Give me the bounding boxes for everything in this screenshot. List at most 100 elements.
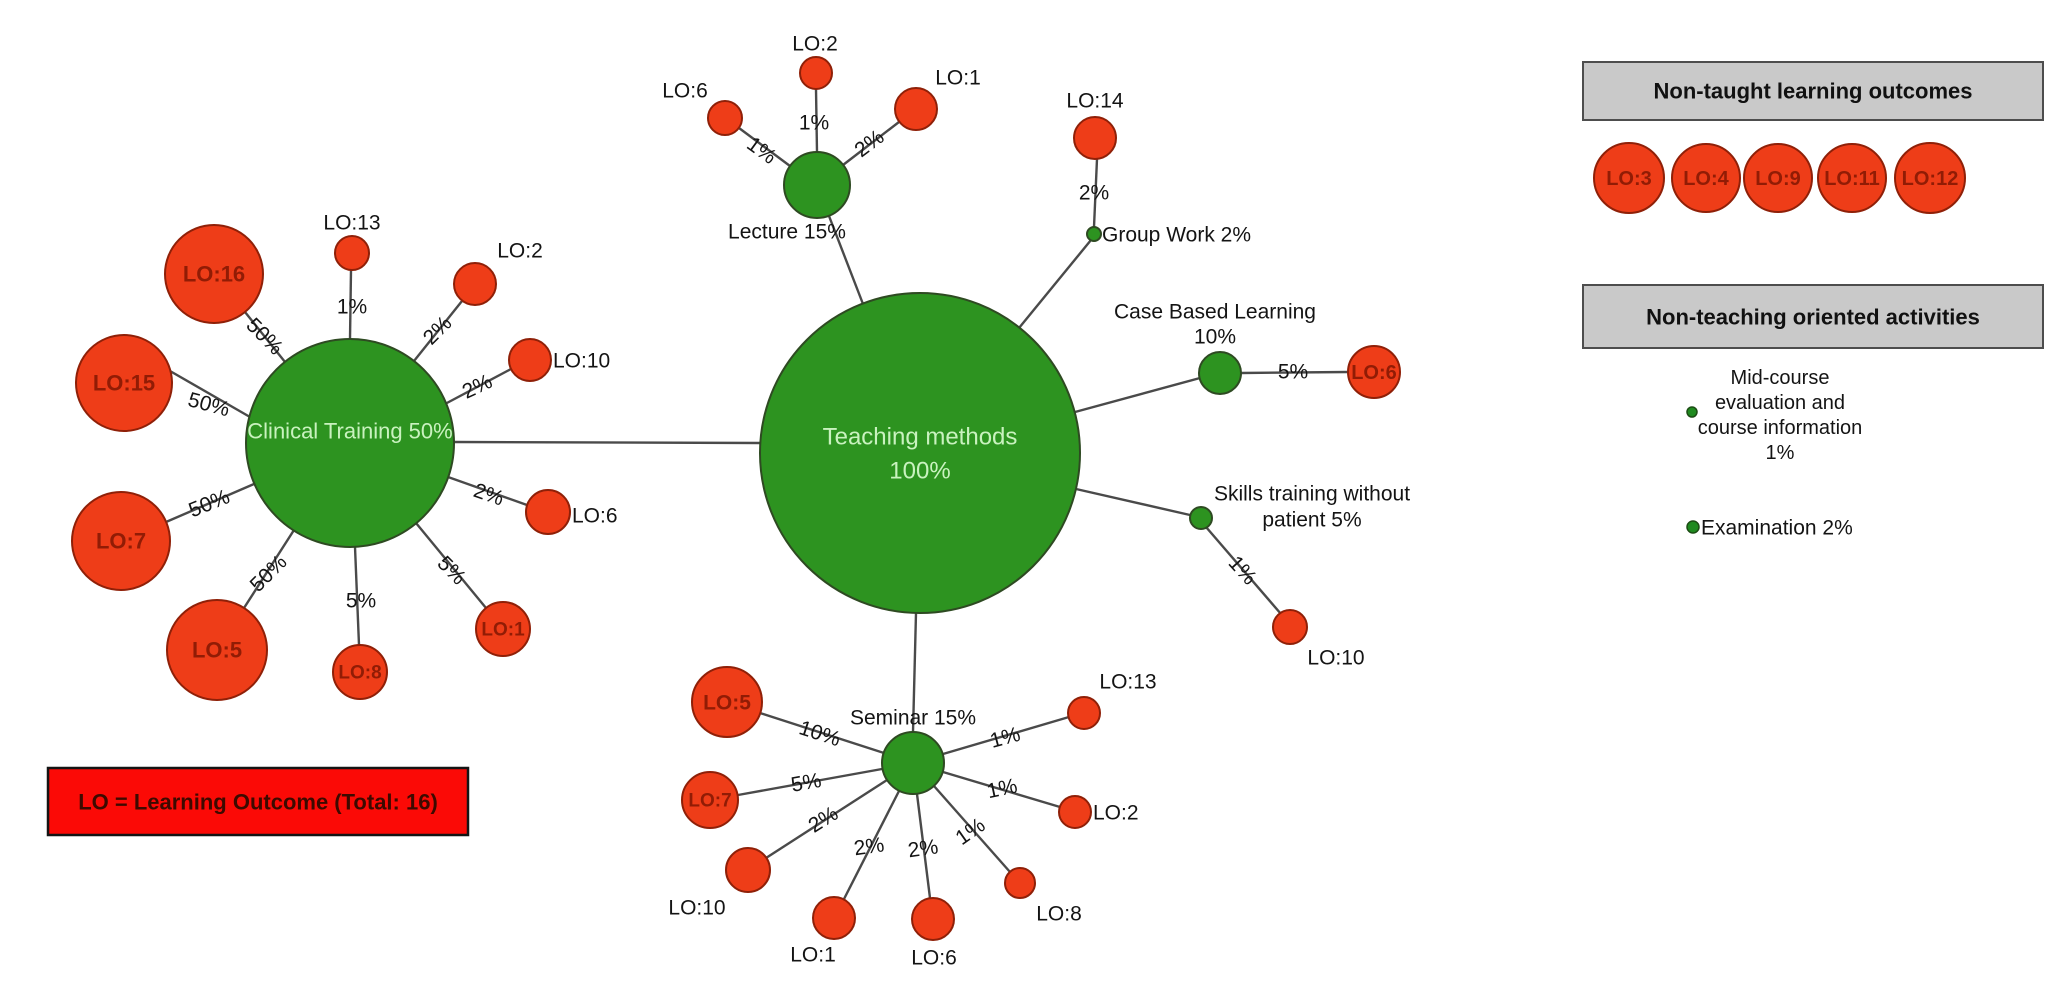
lo1-lecture-label: LO:1 xyxy=(935,66,981,89)
lo16-clinical-label: LO:16 xyxy=(183,262,245,287)
lo10-skills-node xyxy=(1272,609,1308,645)
lo15-clinical-node xyxy=(75,334,173,432)
lo7-clinical-node xyxy=(71,491,171,591)
lo5-seminar-label: LO:5 xyxy=(703,691,751,714)
lecture-node xyxy=(783,151,851,219)
clinical-training-node xyxy=(245,338,455,548)
lo11-legend-label: LO:11 xyxy=(1824,168,1880,190)
lo4-legend-node xyxy=(1671,143,1741,213)
edge-clinical-lo5 xyxy=(242,529,296,609)
lo13-seminar-label: LO:13 xyxy=(1099,670,1156,693)
non-taught-title: Non-taught learning outcomes xyxy=(1654,79,1973,104)
edge-seminar-lo1 xyxy=(842,790,901,900)
lo2-seminar-label: LO:2 xyxy=(1093,801,1139,824)
lo14-group-work-label: LO:14 xyxy=(1066,89,1124,112)
edge-tm-group-work xyxy=(1018,239,1092,329)
case-based-learning-label: Case Based Learning xyxy=(1114,300,1316,323)
edge-seminar-lo2 xyxy=(942,770,1061,809)
skills-training-node xyxy=(1189,506,1213,530)
skills-training-label: patient 5% xyxy=(1262,508,1361,531)
case-based-learning-label: 10% xyxy=(1194,325,1236,348)
edge-clinical-lo1 xyxy=(415,522,487,609)
lo2-clinical-label: LO:2 xyxy=(497,239,543,262)
lo9-legend-node xyxy=(1743,143,1813,213)
lo12-legend-node xyxy=(1894,142,1966,214)
lo2-seminar-node xyxy=(1058,795,1092,829)
edge-seminar-lo1-label: 2% xyxy=(852,833,885,860)
edge-skills-lo10 xyxy=(1205,526,1282,615)
group-work-label: Group Work 2% xyxy=(1102,223,1251,246)
lo13-clinical-node xyxy=(334,235,370,271)
lo6-clinical-node xyxy=(525,489,571,535)
lo16-clinical-node xyxy=(164,224,264,324)
edge-clinical-lo10 xyxy=(444,367,512,406)
lo14-group-work-node xyxy=(1073,116,1117,160)
edge-seminar-lo6-label: 2% xyxy=(906,835,939,862)
non-teaching-panel xyxy=(1582,284,2044,349)
mid-course-evaluation-label: Mid-course xyxy=(1731,367,1830,389)
lo10-clinical-label: LO:10 xyxy=(553,349,610,372)
teaching-methods-label: 100% xyxy=(889,457,950,484)
edge-lecture-lo1 xyxy=(842,121,900,166)
edge-clinical-lo2 xyxy=(413,300,463,362)
lo-note-box xyxy=(46,766,470,837)
lo2-clinical-node xyxy=(453,262,497,306)
lo13-seminar-node xyxy=(1067,696,1101,730)
lo12-legend-label: LO:12 xyxy=(1902,168,1959,190)
lo1-clinical-label: LO:1 xyxy=(481,620,525,641)
lo13-clinical-label: LO:13 xyxy=(323,211,380,234)
edge-tm-case-based xyxy=(1074,376,1201,414)
lo2-lecture-node xyxy=(799,56,833,90)
mid-course-evaluation-dot xyxy=(1686,406,1698,418)
lo9-legend-label: LO:9 xyxy=(1755,168,1801,190)
edge-seminar-lo8 xyxy=(933,785,1011,873)
edge-seminar-lo7-label: 5% xyxy=(789,769,823,797)
lo5-clinical-node xyxy=(166,599,268,701)
lo8-clinical-node xyxy=(332,644,388,700)
teaching-methods-node xyxy=(759,292,1081,614)
edge-clinical-lo6 xyxy=(447,475,528,507)
lo1-seminar-node xyxy=(812,896,856,940)
edge-group-work-lo14 xyxy=(1092,158,1099,228)
edge-clinical-lo13 xyxy=(348,269,353,340)
non-taught-panel xyxy=(1582,61,2044,121)
lo7-clinical-label: LO:7 xyxy=(96,529,146,554)
lo2-lecture-label: LO:2 xyxy=(792,32,838,55)
lo8-seminar-node xyxy=(1004,867,1036,899)
lo10-clinical-node xyxy=(508,338,552,382)
mid-course-evaluation-label: 1% xyxy=(1766,442,1795,464)
edge-case-based-lo6-label: 5% xyxy=(1278,360,1308,383)
edge-clinical-lo15 xyxy=(169,369,251,419)
mid-course-evaluation-label: evaluation and xyxy=(1715,392,1845,414)
edge-case-based-lo6 xyxy=(1240,370,1349,375)
examination-label: Examination 2% xyxy=(1701,516,1853,539)
lo3-legend-label: LO:3 xyxy=(1606,168,1652,190)
edge-tm-clinical xyxy=(453,440,761,445)
lo6-case-based-label: LO:6 xyxy=(1351,362,1397,384)
edge-seminar-lo7 xyxy=(737,767,883,797)
lo10-skills-label: LO:10 xyxy=(1307,646,1364,669)
lo10-seminar-label: LO:10 xyxy=(668,896,725,919)
case-based-learning-node xyxy=(1198,351,1242,395)
lo5-clinical-label: LO:5 xyxy=(192,638,242,663)
edge-clinical-lo13-label: 1% xyxy=(337,295,367,318)
edge-seminar-lo6 xyxy=(915,793,932,899)
lo15-clinical-label: LO:15 xyxy=(93,371,155,396)
edge-tm-skills xyxy=(1075,487,1191,517)
lo1-seminar-label: LO:1 xyxy=(790,943,836,966)
lo6-seminar-node xyxy=(911,897,955,941)
lo11-legend-node xyxy=(1817,143,1887,213)
lo4-legend-label: LO:4 xyxy=(1683,168,1729,190)
lo8-clinical-label: LO:8 xyxy=(338,663,381,684)
edge-tm-seminar xyxy=(911,612,918,733)
lo6-case-based-node xyxy=(1347,345,1401,399)
teaching-methods-label: Teaching methods xyxy=(823,423,1018,450)
edge-clinical-lo16 xyxy=(244,311,286,363)
edge-seminar-lo10 xyxy=(765,778,888,860)
edge-clinical-lo8-label: 5% xyxy=(346,589,376,612)
lo6-lecture-label: LO:6 xyxy=(662,79,708,102)
lo-note-text: LO = Learning Outcome (Total: 16) xyxy=(78,790,438,815)
seminar-label: Seminar 15% xyxy=(850,706,976,729)
lo5-seminar-node xyxy=(691,666,763,738)
